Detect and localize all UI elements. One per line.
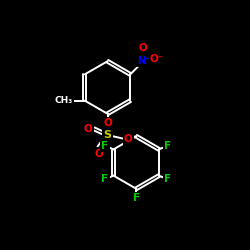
Text: O: O (103, 118, 112, 128)
Text: F: F (164, 174, 171, 184)
Text: O⁻: O⁻ (150, 54, 164, 64)
Text: F: F (101, 174, 108, 184)
Text: F: F (133, 193, 140, 203)
Text: O: O (94, 149, 103, 159)
Text: O: O (138, 42, 147, 52)
Text: N⁺: N⁺ (137, 56, 151, 66)
Text: O: O (124, 134, 132, 144)
Text: CH₃: CH₃ (55, 96, 73, 105)
Text: F: F (101, 140, 108, 150)
Text: O: O (84, 124, 92, 134)
Text: F: F (164, 140, 171, 150)
Text: S: S (104, 130, 112, 140)
